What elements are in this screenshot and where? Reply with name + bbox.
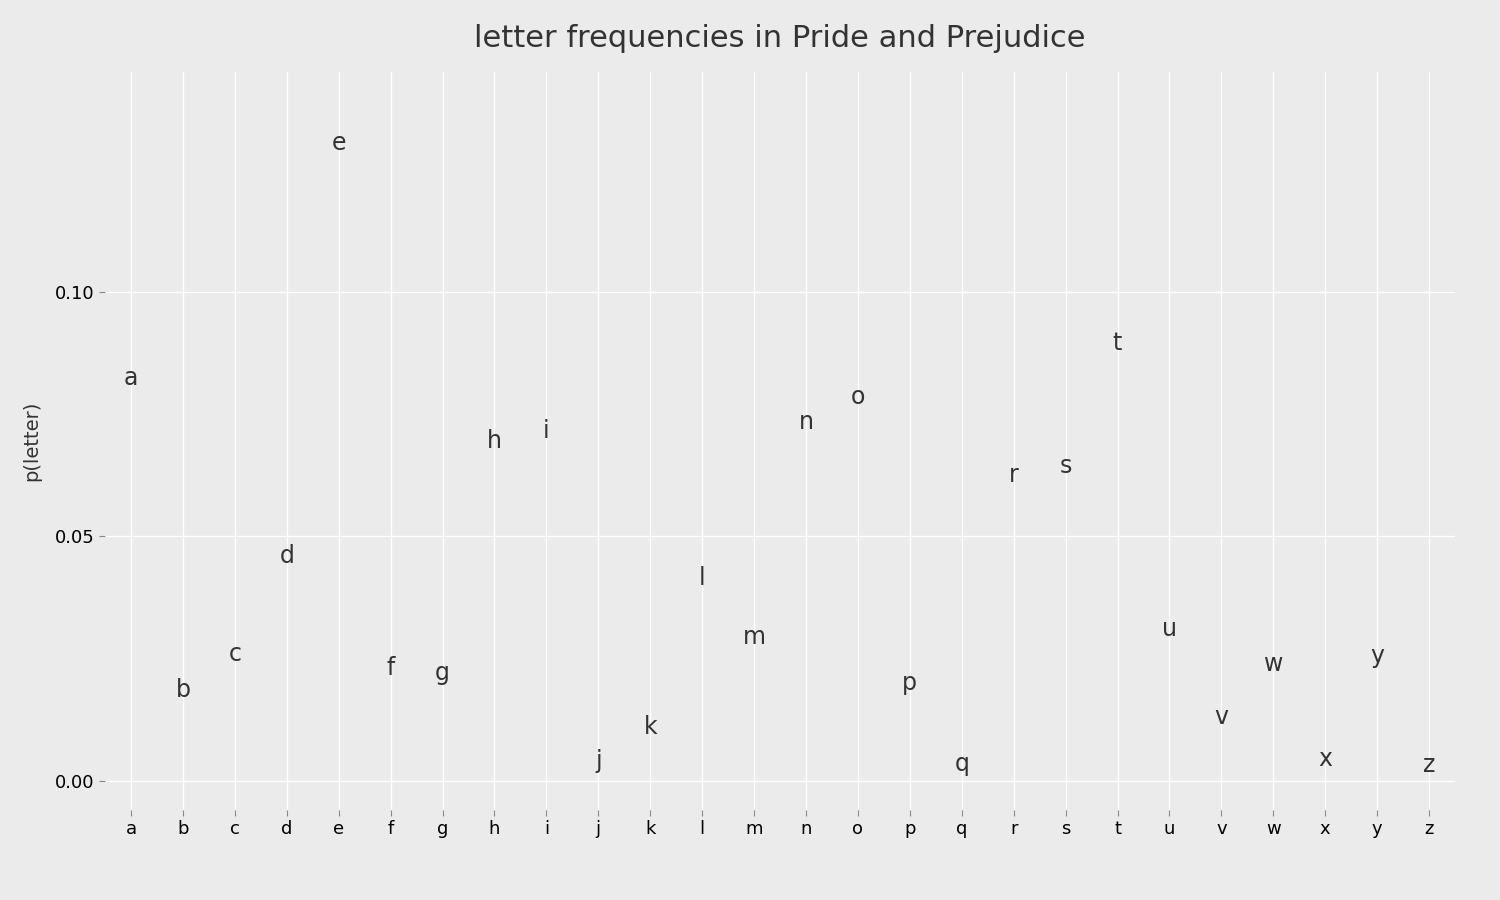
Text: f: f [387,656,394,680]
Text: o: o [850,385,865,410]
Title: letter frequencies in Pride and Prejudice: letter frequencies in Pride and Prejudic… [474,24,1086,53]
Text: r: r [1010,464,1019,488]
Text: a: a [124,365,138,390]
Text: x: x [1318,747,1332,771]
Text: g: g [435,662,450,686]
Text: l: l [699,566,705,590]
Text: b: b [176,679,190,703]
Text: e: e [332,131,346,155]
Text: j: j [596,750,602,773]
Text: n: n [798,410,813,434]
Text: m: m [742,625,765,649]
Text: h: h [488,429,502,454]
Text: c: c [228,642,242,666]
Text: p: p [903,671,918,695]
Text: y: y [1370,644,1384,669]
Text: q: q [954,752,969,776]
Text: t: t [1113,331,1122,356]
Text: u: u [1162,617,1178,642]
Text: v: v [1215,706,1228,729]
Text: w: w [1263,652,1282,676]
Text: z: z [1424,752,1436,777]
Y-axis label: p(letter): p(letter) [22,400,40,482]
Text: i: i [543,419,549,444]
Text: k: k [644,716,657,739]
Text: d: d [279,544,294,568]
Text: s: s [1059,454,1072,478]
